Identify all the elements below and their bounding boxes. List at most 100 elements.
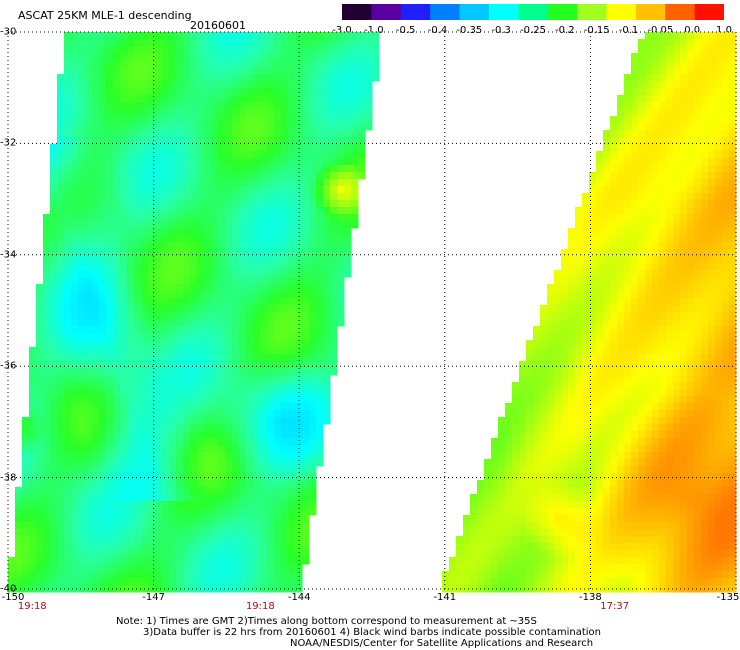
data-cell — [169, 466, 177, 474]
data-cell — [575, 340, 583, 348]
data-cell — [120, 438, 128, 446]
data-cell — [274, 270, 282, 278]
data-cell — [729, 508, 737, 516]
data-cell — [589, 179, 597, 187]
data-cell — [155, 522, 163, 530]
data-cell — [582, 396, 590, 404]
data-cell — [134, 354, 142, 362]
data-cell — [232, 326, 240, 334]
data-cell — [512, 515, 520, 523]
data-cell — [141, 39, 149, 47]
data-cell — [330, 326, 338, 334]
data-cell — [211, 445, 219, 453]
data-cell — [57, 284, 65, 292]
data-cell — [323, 165, 331, 173]
data-cell — [190, 431, 198, 439]
data-cell — [589, 186, 597, 194]
data-cell — [148, 389, 156, 397]
data-cell — [281, 109, 289, 117]
data-cell — [631, 494, 639, 502]
data-cell — [127, 46, 135, 54]
data-cell — [729, 354, 737, 362]
data-cell — [596, 368, 604, 376]
data-cell — [617, 277, 625, 285]
data-cell — [274, 151, 282, 159]
data-cell — [204, 130, 212, 138]
data-cell — [673, 431, 681, 439]
data-cell — [106, 221, 114, 229]
data-cell — [127, 67, 135, 75]
data-cell — [113, 144, 121, 152]
data-cell — [666, 186, 674, 194]
data-cell — [183, 389, 191, 397]
data-cell — [211, 410, 219, 418]
data-cell — [36, 291, 44, 299]
data-cell — [274, 347, 282, 355]
data-cell — [204, 417, 212, 425]
data-cell — [190, 116, 198, 124]
data-cell — [127, 151, 135, 159]
data-cell — [71, 333, 79, 341]
data-cell — [64, 375, 72, 383]
data-cell — [274, 431, 282, 439]
data-cell — [694, 263, 702, 271]
data-cell — [204, 452, 212, 460]
data-cell — [603, 340, 611, 348]
data-cell — [148, 270, 156, 278]
data-cell — [645, 347, 653, 355]
data-cell — [687, 368, 695, 376]
data-cell — [694, 81, 702, 89]
data-cell — [134, 340, 142, 348]
data-cell — [50, 389, 58, 397]
data-cell — [71, 501, 79, 509]
data-cell — [267, 263, 275, 271]
data-cell — [162, 340, 170, 348]
data-cell — [253, 67, 261, 75]
data-cell — [309, 480, 317, 488]
data-cell — [295, 480, 303, 488]
data-cell — [127, 130, 135, 138]
data-cell — [141, 396, 149, 404]
data-cell — [673, 480, 681, 488]
data-cell — [680, 186, 688, 194]
data-cell — [729, 319, 737, 327]
data-cell — [267, 123, 275, 131]
data-cell — [540, 417, 548, 425]
data-cell — [666, 67, 674, 75]
data-cell — [218, 319, 226, 327]
data-cell — [694, 109, 702, 117]
data-cell — [323, 137, 331, 145]
data-cell — [694, 466, 702, 474]
data-cell — [505, 473, 513, 481]
data-cell — [631, 158, 639, 166]
data-cell — [232, 389, 240, 397]
data-cell — [22, 452, 30, 460]
data-cell — [239, 130, 247, 138]
data-cell — [183, 431, 191, 439]
data-cell — [50, 515, 58, 523]
data-cell — [246, 74, 254, 82]
data-cell — [645, 284, 653, 292]
data-cell — [288, 123, 296, 131]
data-cell — [589, 291, 597, 299]
data-cell — [141, 88, 149, 96]
data-cell — [351, 186, 359, 194]
data-cell — [309, 172, 317, 180]
data-cell — [232, 60, 240, 68]
data-cell — [253, 368, 261, 376]
colorbar-swatch — [577, 4, 608, 20]
data-cell — [211, 403, 219, 411]
data-cell — [610, 193, 618, 201]
data-cell — [617, 403, 625, 411]
data-cell — [610, 515, 618, 523]
data-cell — [505, 438, 513, 446]
data-cell — [645, 256, 653, 264]
data-cell — [596, 480, 604, 488]
data-cell — [134, 375, 142, 383]
data-cell — [155, 501, 163, 509]
data-cell — [512, 417, 520, 425]
data-cell — [694, 95, 702, 103]
data-cell — [715, 186, 723, 194]
data-cell — [183, 347, 191, 355]
data-cell — [624, 116, 632, 124]
